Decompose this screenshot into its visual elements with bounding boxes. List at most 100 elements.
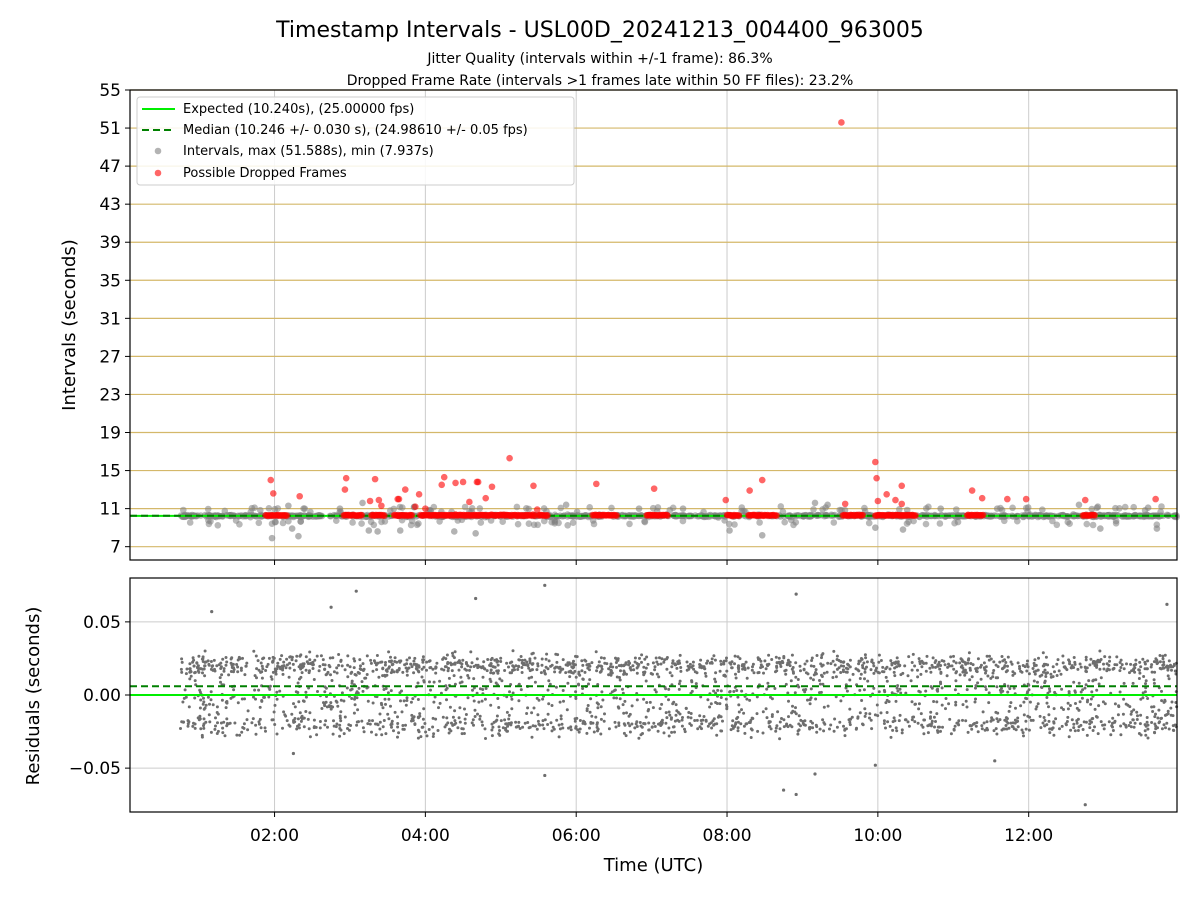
residual-point (571, 671, 575, 675)
residual-point (361, 689, 365, 693)
residual-point (1131, 681, 1135, 685)
residual-point (617, 706, 621, 710)
residual-point (428, 680, 431, 684)
residual-point (872, 664, 876, 668)
residual-point (1028, 715, 1032, 719)
residual-point (1069, 728, 1073, 732)
residual-point (794, 706, 797, 710)
residual-point (901, 671, 905, 675)
residual-point (503, 669, 507, 672)
residual-point (1035, 705, 1039, 709)
residual-point (203, 649, 207, 653)
residual-point (196, 665, 200, 669)
residual-point (577, 730, 581, 734)
residual-point (928, 723, 931, 727)
residual-point (387, 717, 391, 721)
residual-point (339, 698, 343, 702)
residual-point (250, 721, 254, 725)
residual-point (188, 662, 192, 666)
residual-point (377, 675, 381, 679)
interval-outlier-point (450, 528, 458, 535)
residual-point (541, 697, 545, 701)
residual-point (519, 688, 523, 692)
residual-point (362, 730, 366, 734)
interval-point (1121, 503, 1129, 511)
residual-point (676, 710, 680, 714)
residual-point (749, 719, 753, 722)
residual-point (1113, 719, 1117, 723)
residual-point (806, 698, 809, 702)
bottom-ytick-label: 0.00 (83, 686, 121, 706)
residual-point (819, 662, 823, 666)
residual-point (1044, 662, 1048, 666)
residual-point (450, 669, 454, 673)
residual-point (921, 725, 925, 729)
residual-point (489, 680, 493, 683)
interval-point (551, 518, 559, 526)
residual-point (869, 718, 873, 722)
residual-point (511, 691, 515, 695)
residual-point (961, 670, 965, 674)
residual-point (706, 659, 710, 663)
residual-point (497, 725, 501, 729)
residual-point (282, 664, 286, 668)
residual-point (745, 722, 749, 726)
residual-point (624, 661, 628, 665)
residual-point (386, 712, 390, 716)
residual-point (654, 690, 658, 694)
residual-point (784, 682, 788, 686)
residual-point (991, 675, 995, 679)
residual-point (628, 666, 632, 670)
residual-point (254, 654, 258, 658)
dropped-frame-point (375, 496, 383, 504)
residual-point (1152, 660, 1156, 664)
residual-point (511, 649, 515, 653)
dropped-frame-point (746, 487, 753, 494)
residual-point (1154, 727, 1158, 731)
residual-point (531, 651, 535, 655)
interval-point (1022, 504, 1030, 512)
interval-outlier-point (726, 527, 733, 534)
residual-point (480, 699, 484, 703)
residual-point (410, 719, 413, 723)
residual-point (1162, 660, 1166, 664)
residual-point (330, 679, 334, 682)
residual-point (339, 719, 343, 723)
residual-point (655, 672, 659, 676)
residual-point (723, 674, 727, 678)
residual-point (342, 732, 346, 736)
residual-point (558, 727, 562, 731)
residual-point (883, 690, 887, 694)
residual-point (919, 672, 923, 676)
residual-point (1118, 669, 1122, 673)
residual-point (808, 698, 812, 702)
residual-point (895, 686, 899, 690)
residual-point (432, 700, 436, 704)
residual-point (887, 700, 891, 704)
residual-point (759, 666, 763, 670)
residual-point (257, 688, 261, 692)
residual-point (731, 719, 735, 723)
residual-point (839, 664, 843, 668)
residual-point (278, 689, 282, 693)
residual-point (500, 679, 504, 683)
residual-point (376, 723, 380, 727)
residual-point (833, 663, 837, 667)
interval-point (1088, 505, 1096, 513)
residual-point (647, 728, 651, 732)
residual-point (308, 650, 312, 654)
residual-point (1085, 670, 1088, 674)
residual-point (959, 657, 963, 661)
residual-point (438, 679, 442, 683)
residual-point (967, 657, 971, 661)
residual-point (384, 732, 388, 736)
residual-point (192, 664, 196, 668)
residual-point (638, 721, 642, 724)
residual-point (323, 702, 326, 706)
residual-point (722, 662, 726, 666)
residual-point (281, 672, 285, 676)
residual-point (1027, 688, 1031, 692)
residual-point (950, 664, 954, 668)
residual-point (900, 731, 904, 735)
residual-point (460, 680, 464, 684)
